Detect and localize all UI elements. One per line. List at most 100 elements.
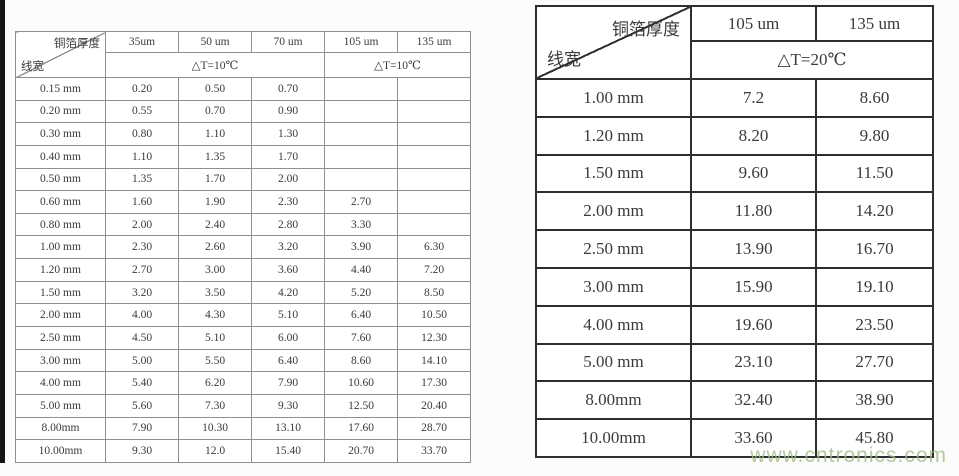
- value-cell: 2.70: [324, 190, 398, 214]
- line-width-cell: 0.30 mm: [15, 122, 106, 146]
- table-row: 5.00 mm 23.10 27.70: [535, 342, 934, 383]
- line-width-cell: 0.50 mm: [15, 167, 106, 192]
- value-cell: 12.30: [397, 326, 471, 350]
- table-row: 0.40 mm 1.10 1.35 1.70: [15, 144, 471, 169]
- line-width-cell: 4.00 mm: [15, 371, 106, 395]
- col-header-50um: 50 um: [178, 31, 252, 53]
- delta-t-10c-header-left: △T=10℃: [105, 52, 325, 78]
- value-cell: 27.70: [815, 342, 934, 383]
- value-cell: 1.35: [178, 144, 252, 169]
- value-cell: 45.80: [815, 418, 934, 458]
- value-cell: 1.90: [178, 190, 252, 214]
- value-cell: 17.30: [397, 371, 471, 395]
- line-width-cell: 10.00mm: [15, 439, 106, 463]
- value-cell: 8.50: [397, 280, 471, 305]
- watermark: www.cntronics.com: [750, 444, 947, 467]
- value-cell: 10.60: [324, 371, 398, 395]
- table-row: 0.50 mm 1.35 1.70 2.00: [15, 167, 471, 192]
- line-width-cell: 0.80 mm: [15, 212, 106, 237]
- value-cell: 23.10: [690, 342, 817, 383]
- table-row: 8.00mm 7.90 10.30 13.10 17.60 28.70: [15, 416, 471, 441]
- value-cell: 33.60: [690, 418, 817, 458]
- value-cell: 0.55: [105, 99, 179, 124]
- value-cell: 2.00: [105, 212, 179, 237]
- value-cell: 0.70: [178, 99, 252, 124]
- col-header-105um: 105 um: [324, 31, 398, 53]
- value-cell: 16.70: [815, 229, 934, 269]
- value-cell: 4.00: [105, 303, 179, 328]
- table-row: 2.00 mm 4.00 4.30 5.10 6.40 10.50: [15, 303, 471, 328]
- value-cell: 17.60: [324, 416, 398, 441]
- line-width-cell: 2.50 mm: [535, 229, 692, 269]
- corner-label-line-width: 线宽: [547, 50, 581, 69]
- value-cell: 8.60: [815, 78, 934, 118]
- value-cell: 2.70: [105, 258, 179, 282]
- line-width-cell: 5.00 mm: [535, 342, 692, 383]
- value-cell: 0.50: [178, 77, 252, 101]
- value-cell: 12.0: [178, 439, 252, 463]
- value-cell: 15.40: [251, 439, 325, 463]
- table-row: 1.00 mm 7.2 8.60: [535, 78, 934, 118]
- value-cell: 23.50: [815, 304, 934, 345]
- value-cell: 15.90: [690, 266, 817, 307]
- value-cell: [397, 144, 471, 169]
- value-cell: 6.30: [397, 235, 471, 260]
- value-cell: 3.50: [178, 280, 252, 305]
- value-cell: 5.10: [251, 303, 325, 328]
- corner-label-line-width: 线宽: [21, 61, 44, 73]
- value-cell: 28.70: [397, 416, 471, 441]
- value-cell: 0.80: [105, 122, 179, 146]
- value-cell: 1.60: [105, 190, 179, 214]
- value-cell: 19.60: [690, 304, 817, 345]
- table-row: 0.80 mm 2.00 2.40 2.80 3.30: [15, 212, 471, 237]
- table-row: 10.00mm 9.30 12.0 15.40 20.70 33.70: [15, 439, 471, 463]
- value-cell: 4.50: [105, 326, 179, 350]
- value-cell: 9.80: [815, 115, 934, 156]
- line-width-cell: 5.00 mm: [15, 393, 106, 418]
- table-row: 1.50 mm 3.20 3.50 4.20 5.20 8.50: [15, 280, 471, 305]
- value-cell: [324, 122, 398, 146]
- value-cell: 10.30: [178, 416, 252, 441]
- value-cell: 1.10: [105, 144, 179, 169]
- value-cell: 4.20: [251, 280, 325, 305]
- table-row: 2.50 mm 13.90 16.70: [535, 229, 934, 269]
- value-cell: [397, 99, 471, 124]
- table-row: 0.30 mm 0.80 1.10 1.30: [15, 122, 471, 146]
- table-row: 3.00 mm 15.90 19.10: [535, 266, 934, 307]
- table-row: 4.00 mm 19.60 23.50: [535, 304, 934, 345]
- value-cell: [397, 190, 471, 214]
- line-width-cell: 2.00 mm: [535, 191, 692, 232]
- corner-label-copper-thickness: 铜箔厚度: [54, 38, 100, 50]
- value-cell: 2.30: [105, 235, 179, 260]
- line-width-cell: 0.60 mm: [15, 190, 106, 214]
- value-cell: 0.90: [251, 99, 325, 124]
- line-width-cell: 3.00 mm: [15, 348, 106, 373]
- value-cell: 5.40: [105, 371, 179, 395]
- value-cell: 11.50: [815, 153, 934, 194]
- value-cell: 32.40: [690, 380, 817, 421]
- value-cell: 5.00: [105, 348, 179, 373]
- line-width-cell: 0.40 mm: [15, 144, 106, 169]
- value-cell: 7.90: [105, 416, 179, 441]
- col-header-105um: 105 um: [690, 5, 817, 42]
- table-row: 0.60 mm 1.60 1.90 2.30 2.70: [15, 190, 471, 214]
- line-width-cell: 8.00mm: [15, 416, 106, 441]
- value-cell: 3.20: [105, 280, 179, 305]
- line-width-cell: 2.00 mm: [15, 303, 106, 328]
- line-width-cell: 1.00 mm: [535, 78, 692, 118]
- left-table: 铜箔厚度 线宽 35um 50 um 70 um 105 um 135 um △…: [15, 31, 471, 463]
- value-cell: 5.10: [178, 326, 252, 350]
- value-cell: 6.00: [251, 326, 325, 350]
- value-cell: 2.30: [251, 190, 325, 214]
- value-cell: 3.20: [251, 235, 325, 260]
- value-cell: 20.40: [397, 393, 471, 418]
- value-cell: [397, 77, 471, 101]
- value-cell: 12.50: [324, 393, 398, 418]
- value-cell: 6.40: [324, 303, 398, 328]
- value-cell: 4.30: [178, 303, 252, 328]
- value-cell: 19.10: [815, 266, 934, 307]
- line-width-cell: 3.00 mm: [535, 266, 692, 307]
- value-cell: 2.80: [251, 212, 325, 237]
- col-header-135um: 135 um: [397, 31, 471, 53]
